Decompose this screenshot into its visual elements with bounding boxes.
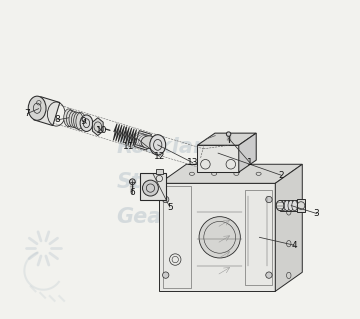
Text: 6: 6	[130, 188, 135, 197]
Polygon shape	[135, 130, 152, 150]
Ellipse shape	[199, 217, 240, 258]
Text: 4: 4	[292, 241, 297, 250]
Polygon shape	[140, 173, 166, 200]
Text: 8: 8	[55, 115, 60, 124]
Ellipse shape	[80, 115, 93, 131]
Ellipse shape	[130, 179, 135, 185]
Polygon shape	[93, 118, 103, 136]
Polygon shape	[156, 169, 162, 174]
Ellipse shape	[266, 196, 272, 203]
Text: 2: 2	[279, 171, 284, 180]
Ellipse shape	[74, 112, 83, 129]
Ellipse shape	[162, 272, 169, 278]
Ellipse shape	[288, 200, 294, 211]
Ellipse shape	[276, 200, 284, 211]
Polygon shape	[159, 183, 275, 291]
Ellipse shape	[150, 135, 166, 155]
Polygon shape	[239, 133, 256, 172]
Ellipse shape	[292, 200, 297, 211]
Ellipse shape	[69, 111, 78, 127]
Text: 3: 3	[314, 209, 319, 218]
Text: Rockland: Rockland	[117, 137, 223, 157]
Polygon shape	[159, 164, 302, 183]
Text: 11: 11	[123, 142, 135, 151]
Ellipse shape	[284, 200, 290, 211]
Polygon shape	[33, 97, 60, 126]
Ellipse shape	[226, 132, 231, 136]
Ellipse shape	[280, 200, 286, 211]
Polygon shape	[198, 133, 256, 145]
Ellipse shape	[141, 136, 157, 149]
Text: 5: 5	[167, 203, 173, 211]
Polygon shape	[297, 199, 305, 212]
Text: Gear: Gear	[117, 207, 172, 227]
Text: 10: 10	[96, 126, 108, 135]
Ellipse shape	[143, 180, 158, 196]
Text: 13: 13	[187, 158, 198, 167]
Ellipse shape	[162, 196, 169, 203]
Text: Standard: Standard	[117, 172, 225, 192]
Ellipse shape	[28, 96, 46, 120]
Polygon shape	[198, 145, 239, 172]
Text: 9: 9	[80, 117, 86, 126]
Text: 12: 12	[154, 152, 165, 161]
Text: 1: 1	[247, 158, 253, 167]
Polygon shape	[275, 164, 302, 291]
Ellipse shape	[64, 109, 73, 127]
Text: 7: 7	[25, 109, 31, 118]
Ellipse shape	[266, 272, 272, 278]
